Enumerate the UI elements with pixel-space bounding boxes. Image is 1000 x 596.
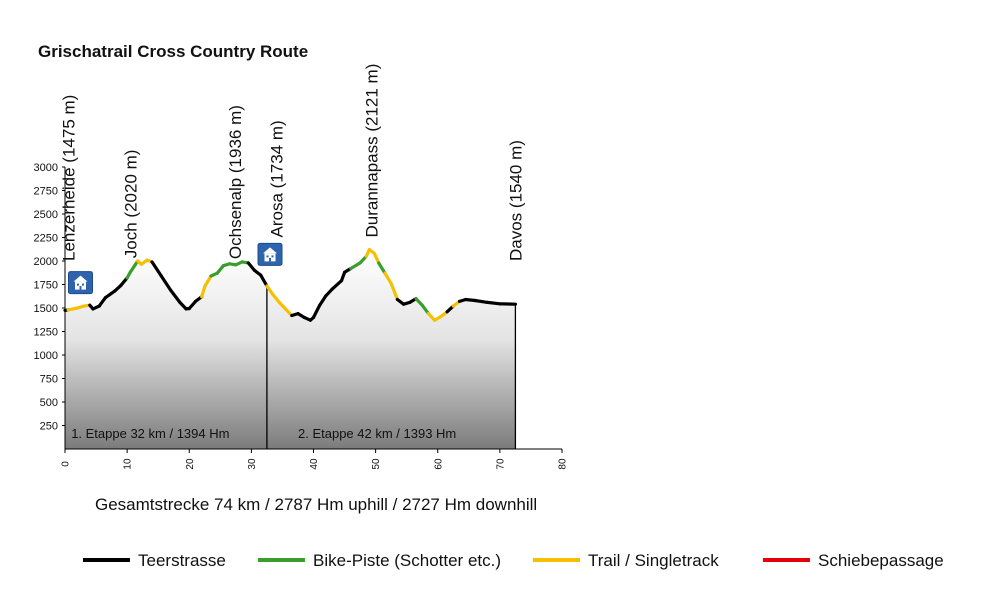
location-label: Joch (2020 m) (121, 150, 140, 259)
profile-segment (311, 303, 322, 319)
profile-segment (271, 293, 281, 304)
profile-segment (246, 261, 257, 272)
x-tick-label: 30 (247, 458, 258, 470)
profile-segment (150, 260, 163, 278)
profile-segment (473, 298, 489, 304)
profile-segment (97, 296, 108, 308)
y-tick-label: 3000 (34, 162, 58, 174)
elevation-profile-line (63, 248, 518, 322)
hotel-icon (257, 242, 283, 266)
location-label: Arosa (1734 m) (267, 120, 286, 237)
elevation-area (65, 249, 516, 449)
x-tick-label: 60 (433, 458, 444, 470)
y-tick-label: 750 (40, 374, 58, 386)
profile-segment (159, 274, 173, 292)
chart-title: Grischatrail Cross Country Route (38, 42, 308, 61)
route-summary: Gesamtstrecke 74 km / 2787 Hm uphill / 2… (95, 495, 537, 514)
profile-segment (349, 261, 362, 271)
y-tick-label: 1750 (34, 280, 58, 292)
stage-labels: 1. Etappe 32 km / 1394 Hm 2. Etappe 42 km… (71, 426, 456, 441)
legend-label: Trail / Singletrack (588, 551, 719, 570)
profile-segment (203, 274, 213, 288)
x-tick-label: 20 (185, 458, 196, 470)
profile-segment (103, 289, 117, 300)
profile-segment (383, 271, 393, 286)
y-tick-label: 2000 (34, 256, 58, 268)
profile-segment (259, 273, 269, 288)
y-tick-label: 250 (40, 421, 58, 433)
axes: 2505007501000125015001750200022502500275… (34, 162, 569, 470)
hotel-icon (68, 271, 93, 295)
y-tick-label: 1500 (34, 303, 58, 315)
profile-segment (377, 261, 387, 275)
legend: Teerstrasse Bike-Piste (Schotter etc.) Tra… (83, 551, 944, 570)
location-label: Lenzerheide (1475 m) (59, 95, 78, 261)
y-tick-label: 1000 (34, 350, 58, 362)
location-label: Ochsenalp (1936 m) (226, 105, 245, 259)
x-tick-label: 80 (558, 458, 569, 470)
profile-area-fill (65, 249, 516, 449)
profile-segment (318, 294, 328, 307)
hotel-markers (68, 242, 283, 295)
stage-label: 2. Etappe 42 km / 1393 Hm (298, 426, 456, 441)
profile-segment (265, 284, 275, 297)
y-tick-label: 2750 (34, 186, 58, 198)
profile-segment (169, 288, 182, 304)
profile-segment (215, 264, 225, 275)
x-tick-label: 70 (495, 458, 506, 470)
y-tick-label: 1250 (34, 327, 58, 339)
profile-segment (330, 279, 344, 291)
y-tick-label: 500 (40, 397, 58, 409)
location-label: Davos (1540 m) (507, 140, 526, 261)
y-tick-label: 2500 (34, 209, 58, 221)
profile-segment (200, 284, 207, 299)
location-labels: Lenzerheide (1475 m) Joch (2020 m) Ochsena… (59, 64, 525, 261)
stage-label: 1. Etappe 32 km / 1394 Hm (71, 426, 229, 441)
x-tick-label: 10 (123, 458, 134, 470)
y-tick-label: 2250 (34, 233, 58, 245)
profile-segment (389, 282, 399, 302)
profile-segment (420, 303, 430, 316)
x-tick-label: 0 (61, 461, 72, 467)
location-label: Durannapass (2121 m) (363, 64, 382, 238)
profile-segment (485, 300, 502, 306)
profile-segment (119, 276, 129, 287)
x-tick-label: 50 (371, 458, 382, 470)
legend-label: Bike-Piste (Schotter etc.) (313, 551, 501, 570)
legend-label: Schiebepassage (818, 551, 944, 570)
x-tick-label: 40 (309, 458, 320, 470)
profile-segment (372, 251, 381, 265)
legend-label: Teerstrasse (138, 551, 226, 570)
